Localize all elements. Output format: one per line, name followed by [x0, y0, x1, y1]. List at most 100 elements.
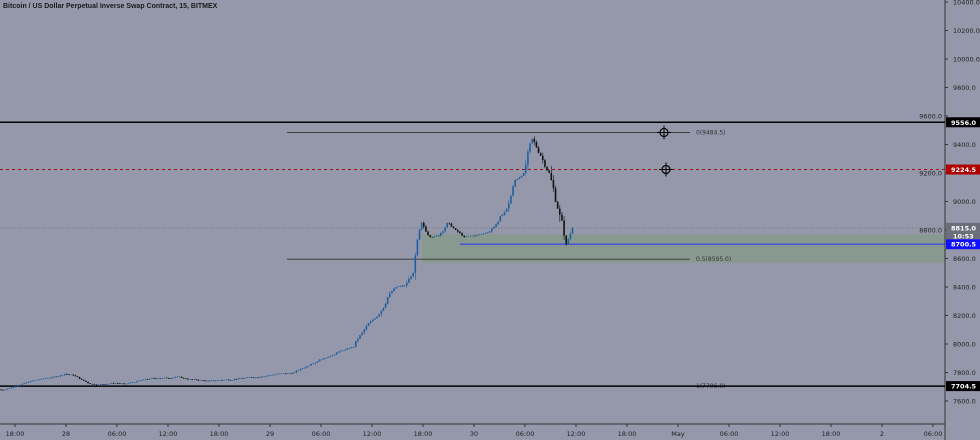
candle-body — [267, 375, 270, 376]
candle-body — [571, 227, 574, 234]
candle-body — [151, 378, 153, 379]
price-label: 8815.0 — [951, 224, 977, 232]
candle-body — [27, 382, 30, 383]
candle-body — [378, 314, 380, 317]
candle-body — [255, 377, 257, 379]
candle-body — [259, 376, 261, 378]
candle-body — [497, 221, 499, 225]
candle-body — [87, 381, 89, 384]
candle-body — [34, 380, 36, 381]
candle-body — [444, 227, 446, 232]
move-handle-icon[interactable] — [659, 162, 673, 177]
candle-body — [488, 231, 491, 233]
candle-body — [63, 373, 66, 376]
candle-body — [287, 373, 289, 374]
price-label: 9556.0 — [951, 119, 977, 127]
candle-body — [216, 380, 219, 381]
candle-body — [429, 235, 431, 238]
candle-body — [412, 272, 414, 277]
candle-body — [350, 347, 353, 349]
candle-body — [380, 310, 383, 315]
candle-body — [168, 378, 170, 379]
candle-body — [418, 229, 421, 240]
candle-body — [17, 385, 19, 387]
candle-body — [104, 384, 106, 385]
candle-body — [36, 379, 38, 381]
y-tick-label: 8400.0 — [953, 284, 976, 292]
candle-body — [359, 335, 361, 339]
candle-body — [148, 378, 151, 380]
candle-body — [539, 152, 542, 156]
zone-rectangle[interactable] — [422, 234, 945, 263]
candle-body — [365, 326, 368, 330]
y-tick-label: 9200.0 — [919, 170, 942, 178]
candle-body — [85, 380, 87, 382]
candle-body — [25, 382, 28, 384]
candle-body — [95, 384, 98, 386]
candle-body — [431, 237, 434, 238]
candle-body — [74, 375, 77, 377]
candle-body — [333, 354, 336, 356]
candle-body — [297, 370, 300, 371]
candle-body — [102, 384, 104, 385]
candle-body — [544, 160, 546, 167]
candle-body — [159, 378, 162, 379]
countdown-box — [946, 232, 980, 240]
candle-body — [61, 375, 64, 376]
candle-body — [202, 380, 204, 381]
candle-body — [206, 380, 208, 382]
candle-body — [93, 383, 96, 385]
candle-body — [91, 383, 94, 385]
candle-body — [172, 377, 174, 379]
x-tick-label: 12:00 — [363, 430, 382, 438]
candle-body — [187, 378, 189, 380]
candle-body — [318, 359, 321, 362]
move-handle-icon[interactable] — [657, 125, 671, 140]
candle-body — [189, 379, 191, 380]
candle-body — [157, 378, 159, 379]
candle-body — [191, 379, 193, 380]
candle-body — [284, 373, 287, 374]
candle-body — [0, 389, 2, 391]
x-tick-label: 06:00 — [312, 430, 331, 438]
y-tick-label: 7800.0 — [953, 369, 976, 377]
candle-body — [338, 351, 340, 353]
candle-body — [446, 222, 448, 228]
candle-body — [38, 379, 40, 381]
candle-body — [389, 293, 391, 297]
candle-body — [299, 368, 302, 371]
candle-body — [108, 383, 111, 385]
candle-body — [178, 376, 181, 378]
x-tick-label: 28 — [62, 430, 70, 438]
candle-body — [395, 287, 397, 289]
candle-body — [476, 235, 478, 236]
candle-body — [327, 356, 329, 359]
candle-body — [161, 378, 164, 379]
candle-body — [548, 170, 550, 173]
price-label: 7704.5 — [951, 383, 977, 391]
candle-body — [163, 377, 166, 379]
candle-body — [420, 222, 423, 230]
candle-body — [563, 220, 565, 236]
candle-body — [142, 379, 145, 381]
x-tick-label: 29 — [266, 430, 274, 438]
candle-body — [176, 376, 179, 378]
candle-body — [499, 216, 502, 222]
candle-body — [374, 318, 376, 320]
candle-body — [369, 321, 372, 324]
y-tick-label: 8600.0 — [953, 255, 976, 263]
candle-body — [344, 349, 346, 351]
candle-body — [182, 377, 185, 379]
candle-body — [516, 179, 519, 181]
candle-body — [193, 379, 196, 380]
candle-body — [291, 373, 293, 374]
price-label-box — [946, 117, 980, 128]
candle-body — [229, 380, 232, 381]
candle-body — [136, 381, 138, 383]
candle-body — [76, 376, 79, 377]
candle-body — [425, 226, 427, 232]
candle-body — [440, 232, 442, 236]
candle-body — [559, 208, 561, 215]
candle-body — [40, 378, 43, 380]
